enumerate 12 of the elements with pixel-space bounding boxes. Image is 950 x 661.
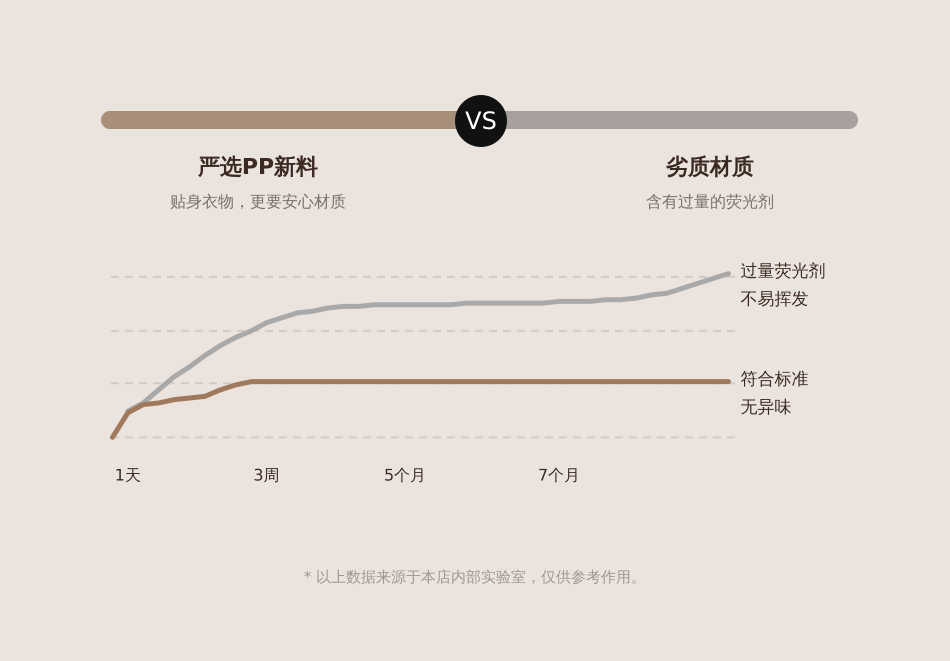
text: 贴身衣物，更要安心材质 xyxy=(169,191,347,213)
text: 含有过量的荧光剂 xyxy=(645,191,775,213)
x-tick-label: 5个月 xyxy=(384,466,426,484)
text: * 以上数据来源于本店内部实验室，仅供参考作用。 xyxy=(0,495,950,661)
x-tick-label: 1天 xyxy=(114,466,141,484)
x-tick-label: 3周 xyxy=(253,466,280,484)
series-label: 符合标准无异味 xyxy=(740,370,808,418)
text: 严选PP新料 xyxy=(196,154,320,182)
text: VS xyxy=(455,95,507,147)
text: 劣质材质 xyxy=(665,154,755,182)
x-tick-label: 7个月 xyxy=(538,466,580,484)
series-label: 过量荧光剂不易挥发 xyxy=(740,262,826,310)
